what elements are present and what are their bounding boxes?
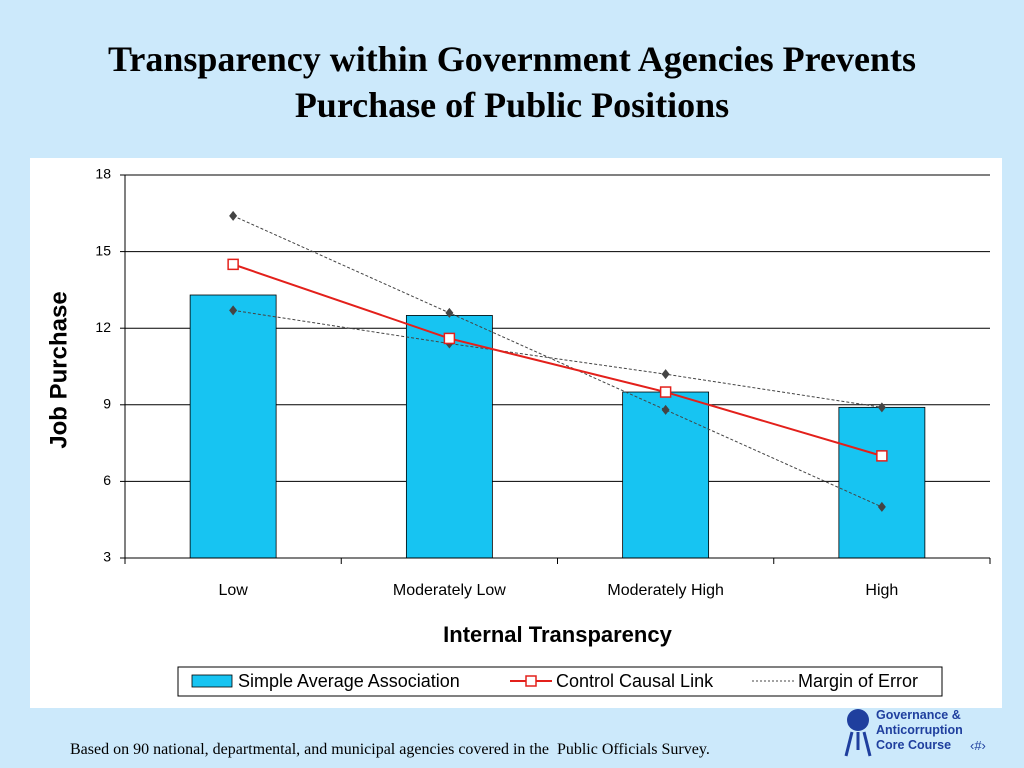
slide-title: Transparency within Government Agencies … xyxy=(108,39,916,125)
x-tick-label: Moderately Low xyxy=(393,582,506,599)
error-marker xyxy=(877,501,886,512)
line-marker xyxy=(876,450,888,462)
error-marker xyxy=(877,402,886,413)
error-marker xyxy=(229,305,238,316)
legend-swatch xyxy=(525,675,537,687)
legend-label: Margin of Error xyxy=(798,671,918,691)
logo-line: Governance & xyxy=(876,708,961,722)
error-line xyxy=(233,309,882,408)
error-marker xyxy=(229,210,238,221)
y-axis-label: Job Purchase xyxy=(45,291,72,448)
y-tick-label: 12 xyxy=(95,319,111,335)
bar xyxy=(622,391,710,559)
line xyxy=(232,263,883,457)
bar xyxy=(838,406,926,559)
legend-swatch xyxy=(191,674,233,688)
x-tick-label: Low xyxy=(218,582,248,599)
x-tick-label: High xyxy=(865,582,898,599)
line-marker xyxy=(659,386,672,398)
bar xyxy=(405,315,493,559)
footnote: Based on 90 national, departmental, and … xyxy=(70,741,710,758)
x-tick-label: Moderately High xyxy=(607,582,724,599)
x-axis-label: Internal Transparency xyxy=(443,622,672,647)
line-marker xyxy=(227,258,239,271)
y-tick-label: 9 xyxy=(103,396,111,412)
legend-label: Simple Average Association xyxy=(238,671,460,691)
logo-line: Anticorruption xyxy=(876,723,963,737)
legend-box xyxy=(177,666,943,697)
y-tick-label: 6 xyxy=(103,472,111,488)
y-tick-label: 3 xyxy=(103,549,111,565)
line-marker xyxy=(443,332,456,345)
slide-number: ‹#› xyxy=(970,738,986,753)
y-tick-label: 18 xyxy=(95,166,111,182)
error-marker xyxy=(445,307,454,318)
logo-icon xyxy=(844,709,872,757)
error-line xyxy=(232,215,883,508)
y-tick-label: 15 xyxy=(95,242,111,258)
logo-text: Governance & Anticorruption Core Course xyxy=(876,708,963,753)
legend-label: Control Causal Link xyxy=(556,671,714,691)
error-marker xyxy=(661,404,670,415)
bar xyxy=(189,294,277,559)
logo-line: Core Course xyxy=(876,738,952,752)
error-marker xyxy=(661,369,670,380)
